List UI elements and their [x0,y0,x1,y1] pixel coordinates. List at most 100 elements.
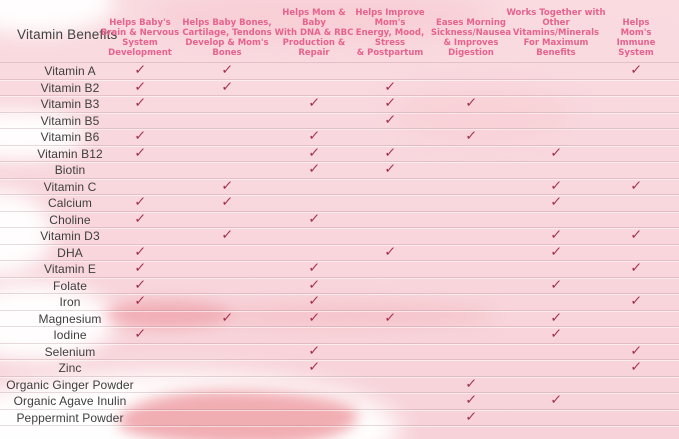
check-mark: ✓ [133,95,147,111]
check-mark: ✓ [133,260,147,276]
check-mark: ✓ [464,408,478,425]
row-label: Vitamin B12 [37,146,103,161]
table-row: Vitamin D3 ✓ ✓ ✓ [0,227,679,245]
row-label: Vitamin C [43,179,97,194]
check-mark: ✓ [307,342,321,359]
table-row: Vitamin C ✓ ✓ ✓ [0,177,679,195]
column-headers: Helps Baby's Brain & Nervous System Deve… [0,0,679,61]
table-row: Vitamin B5 ✓ [0,111,679,129]
column-header-4: Helps Improve Mom's Energy, Mood, Stress… [355,8,425,58]
row-label: Vitamin B6 [40,130,100,144]
table-title: Vitamin Benefits [17,27,118,42]
table-row: DHA ✓ ✓ ✓ [0,243,679,261]
row-label: Organic Ginger Powder [6,377,134,392]
check-mark: ✓ [383,243,397,260]
check-mark: ✓ [133,62,147,78]
check-mark: ✓ [383,144,397,161]
row-label: Zinc [58,361,82,375]
check-mark: ✓ [307,276,321,293]
check-mark: ✓ [549,227,563,243]
row-label: Calcium [47,196,93,210]
check-mark: ✓ [220,78,234,95]
row-label: Vitamin D3 [40,229,100,243]
check-mark: ✓ [549,326,563,342]
check-mark: ✓ [220,62,234,78]
check-mark: ✓ [629,227,643,243]
check-mark: ✓ [464,128,478,144]
table-row: Biotin ✓ ✓ [0,161,679,179]
check-mark: ✓ [464,392,478,408]
check-mark: ✓ [549,276,563,293]
table-row: Vitamin B12 ✓ ✓ ✓ ✓ [0,144,679,162]
check-mark: ✓ [133,243,147,260]
check-mark: ✓ [383,161,397,177]
check-mark: ✓ [549,309,563,326]
check-mark: ✓ [307,95,321,111]
check-mark: ✓ [133,78,147,95]
check-mark: ✓ [220,177,234,194]
table-row: Iodine ✓ ✓ [0,326,679,344]
check-mark: ✓ [549,194,563,210]
check-mark: ✓ [220,309,234,326]
check-mark: ✓ [133,128,147,144]
check-mark: ✓ [307,144,321,161]
table-row: Magnesium ✓ ✓ ✓ ✓ [0,309,679,327]
row-label: Choline [49,212,91,227]
row-label: Vitamin E [43,262,97,276]
row-label: Iodine [53,328,87,342]
table-rows: Vitamin A ✓ ✓ ✓ Vitamin B2 ✓ ✓ ✓ Vitamin B3 ✓ ✓ ✓ ✓ V… [0,62,679,426]
column-header-5: Eases Morning Sickness/Nausea & Improves… [430,18,512,58]
check-mark: ✓ [133,210,147,227]
check-mark: ✓ [629,293,643,309]
check-mark: ✓ [629,359,643,375]
check-mark: ✓ [133,144,147,161]
row-label: Vitamin B3 [40,97,100,111]
check-mark: ✓ [133,293,147,309]
check-mark: ✓ [549,243,563,260]
row-label: Vitamin B2 [40,80,100,95]
check-mark: ✓ [464,375,478,392]
check-mark: ✓ [549,177,563,194]
row-label: Iron [59,295,81,309]
row-label: Organic Agave Inulin [13,394,127,408]
table-row: Selenium ✓ ✓ [0,342,679,360]
column-header-1: Helps Baby's Brain & Nervous System Deve… [100,18,180,58]
row-label: Magnesium [38,311,102,326]
row-label: Folate [53,278,87,293]
table-row: Vitamin B3 ✓ ✓ ✓ ✓ [0,95,679,113]
column-header-2: Helps Baby Bones, Cartilage, Tendons Dev… [182,18,272,58]
check-mark: ✓ [307,161,321,177]
table-row: Vitamin B6 ✓ ✓ ✓ [0,128,679,146]
check-mark: ✓ [629,342,643,359]
check-mark: ✓ [220,194,234,210]
check-mark: ✓ [383,111,397,128]
check-mark: ✓ [629,177,643,194]
check-mark: ✓ [307,210,321,227]
table-row: Organic Agave Inulin ✓ ✓ [0,392,679,410]
check-mark: ✓ [383,309,397,326]
column-header-7: Helps Mom's Immune System [616,18,656,58]
row-label: Vitamin A [44,64,96,78]
row-label: Peppermint Powder [16,410,124,425]
table-row: Organic Ginger Powder ✓ [0,375,679,393]
table-row: Peppermint Powder ✓ [0,408,679,426]
table-row: Zinc ✓ ✓ [0,359,679,377]
column-header-3: Helps Mom & Baby With DNA & RBC Producti… [274,8,354,58]
check-mark: ✓ [133,326,147,342]
table-row: Iron ✓ ✓ ✓ [0,293,679,311]
check-mark: ✓ [383,95,397,111]
column-header-6: Works Together with Other Vitamins/Miner… [506,8,606,58]
check-mark: ✓ [549,392,563,408]
table-row: Vitamin B2 ✓ ✓ ✓ [0,78,679,96]
row-label: Selenium [44,344,96,359]
check-mark: ✓ [629,260,643,276]
check-mark: ✓ [220,227,234,243]
check-mark: ✓ [307,359,321,375]
table-row: Folate ✓ ✓ ✓ [0,276,679,294]
check-mark: ✓ [307,128,321,144]
check-mark: ✓ [307,260,321,276]
check-mark: ✓ [629,62,643,78]
table-row: Choline ✓ ✓ [0,210,679,228]
check-mark: ✓ [307,293,321,309]
